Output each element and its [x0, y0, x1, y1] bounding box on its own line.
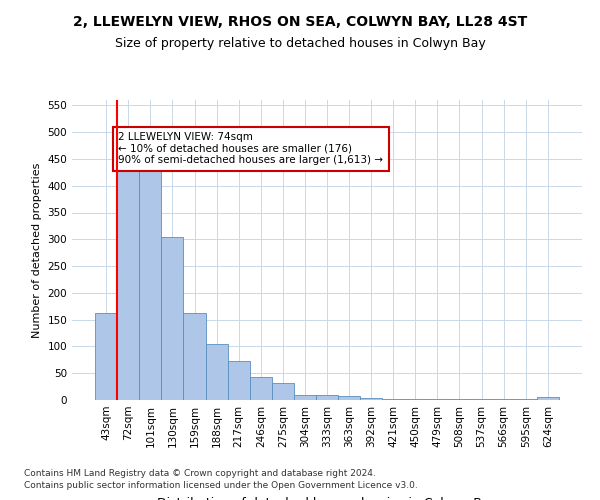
Text: Size of property relative to detached houses in Colwyn Bay: Size of property relative to detached ho…	[115, 38, 485, 51]
Bar	[272, 383, 294, 400]
Bar	[184, 312, 206, 400]
Text: Contains public sector information licensed under the Open Government Licence v3: Contains public sector information licen…	[24, 481, 418, 490]
Bar	[227, 362, 250, 400]
Bar	[139, 167, 161, 400]
Bar	[294, 394, 316, 400]
Bar	[316, 394, 338, 400]
Bar	[382, 399, 404, 400]
Bar	[95, 312, 117, 400]
Bar	[493, 399, 515, 400]
Bar	[404, 399, 427, 400]
Bar	[161, 236, 184, 400]
Bar	[537, 398, 559, 400]
Y-axis label: Number of detached properties: Number of detached properties	[32, 162, 42, 338]
Bar	[338, 396, 360, 400]
Text: Contains HM Land Registry data © Crown copyright and database right 2024.: Contains HM Land Registry data © Crown c…	[24, 468, 376, 477]
Bar	[360, 398, 382, 400]
Text: 2 LLEWELYN VIEW: 74sqm
← 10% of detached houses are smaller (176)
90% of semi-de: 2 LLEWELYN VIEW: 74sqm ← 10% of detached…	[118, 132, 383, 166]
X-axis label: Distribution of detached houses by size in Colwyn Bay: Distribution of detached houses by size …	[157, 497, 497, 500]
Bar	[117, 159, 139, 400]
Bar	[515, 399, 537, 400]
Text: 2, LLEWELYN VIEW, RHOS ON SEA, COLWYN BAY, LL28 4ST: 2, LLEWELYN VIEW, RHOS ON SEA, COLWYN BA…	[73, 15, 527, 29]
Bar	[206, 344, 227, 400]
Bar	[250, 377, 272, 400]
Bar	[448, 399, 470, 400]
Bar	[427, 399, 448, 400]
Bar	[470, 399, 493, 400]
